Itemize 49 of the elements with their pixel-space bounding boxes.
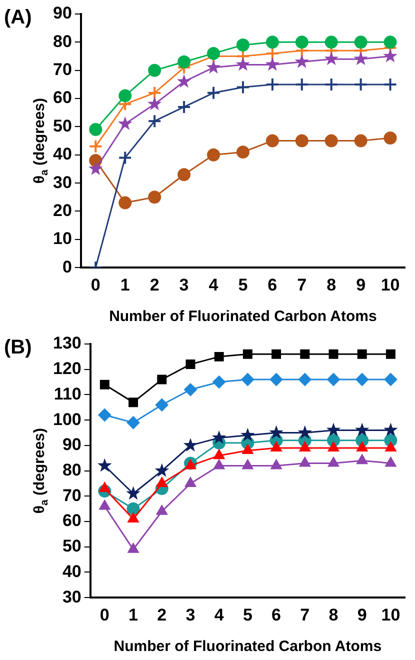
y-axis-title: θa (degrees): [31, 98, 50, 184]
chart-title: (B): [4, 336, 32, 359]
x-axis-title: Number of Fluorinated Carbon Atoms: [114, 638, 382, 656]
y-tick-label: 50: [52, 116, 72, 136]
y-tick-label: 50: [62, 536, 82, 556]
y-tick-label: 60: [62, 511, 82, 530]
x-tick-label: 7: [300, 605, 310, 624]
x-tick-label: 8: [326, 275, 336, 294]
x-tick-label: 10: [380, 275, 400, 294]
x-tick-label: 1: [120, 275, 130, 294]
x-tick-label: 9: [357, 605, 367, 624]
y-tick-label: 40: [52, 144, 72, 164]
y-tick-label: 0: [62, 257, 72, 276]
x-tick-label: 5: [242, 605, 252, 624]
y-tick-label: 30: [62, 587, 82, 606]
x-tick-label: 4: [208, 275, 219, 294]
y-tick-label: 70: [62, 486, 82, 505]
y-tick-label: 30: [52, 172, 72, 192]
x-tick-label: 3: [179, 275, 189, 294]
y-tick-label: 10: [52, 229, 72, 248]
x-tick-label: 4: [214, 605, 224, 624]
y-tick-label: 70: [52, 60, 72, 80]
y-tick-label: 90: [62, 435, 82, 454]
x-tick-label: 7: [297, 275, 307, 294]
x-tick-label: 0: [90, 275, 100, 294]
y-tick-label: 130: [52, 334, 82, 353]
y-tick-label: 60: [52, 88, 72, 108]
y-tick-label: 40: [62, 562, 82, 581]
x-tick-label: 3: [186, 605, 196, 624]
x-tick-label: 2: [150, 275, 160, 294]
y-axis-title: θa (degrees): [31, 428, 50, 514]
x-tick-label: 9: [356, 275, 366, 294]
x-tick-label: 1: [128, 605, 138, 624]
x-axis-title: Number of Fluorinated Carbon Atoms: [109, 308, 377, 326]
y-tick-label: 110: [54, 384, 82, 404]
y-tick-label: 120: [52, 359, 82, 378]
x-tick-label: 6: [272, 605, 282, 624]
x-tick-label: 0: [100, 605, 110, 624]
x-tick-label: 8: [328, 605, 338, 624]
x-tick-label: 2: [157, 605, 167, 624]
x-tick-label: 10: [381, 605, 400, 624]
y-tick-label: 80: [52, 32, 72, 51]
y-tick-label: 90: [52, 4, 72, 23]
x-tick-label: 5: [238, 275, 248, 294]
y-tick-label: 20: [52, 200, 72, 220]
y-tick-label: 100: [52, 410, 82, 429]
x-tick-label: 6: [268, 275, 278, 294]
y-tick-label: 80: [62, 460, 82, 480]
chart-title: (A): [4, 6, 32, 29]
